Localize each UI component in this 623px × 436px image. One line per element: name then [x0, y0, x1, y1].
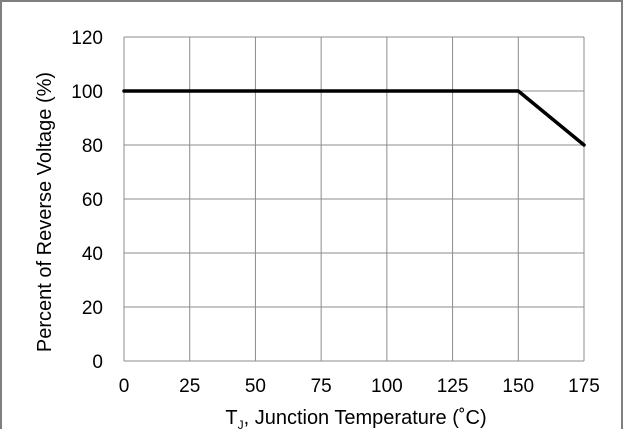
x-tick-label: 125 — [437, 376, 469, 397]
y-tick-label: 120 — [71, 28, 103, 49]
x-tick-labels: 0 25 50 75 100 125 150 175 — [119, 376, 600, 397]
x-axis-title-rest: , Junction Temperature (˚C) — [244, 407, 487, 429]
x-axis-title-subscript: J — [238, 418, 244, 431]
y-tick-label: 0 — [92, 352, 103, 373]
series-layer — [122, 89, 586, 147]
derating-line — [122, 89, 586, 147]
y-tick-label: 40 — [82, 244, 103, 265]
x-tick-label: 100 — [371, 376, 403, 397]
y-tick-label: 100 — [71, 82, 103, 103]
y-tick-label: 20 — [82, 298, 103, 319]
y-tick-label: 60 — [82, 190, 103, 211]
y-tick-labels: 0 20 40 60 80 100 120 — [71, 28, 103, 373]
x-tick-label: 0 — [119, 376, 130, 397]
x-axis-title-symbol: T — [225, 407, 237, 429]
x-tick-label: 75 — [311, 376, 332, 397]
y-tick-label: 80 — [82, 136, 103, 157]
grid-layer — [123, 36, 585, 362]
x-tick-label: 50 — [245, 376, 266, 397]
x-tick-label: 150 — [502, 376, 534, 397]
x-tick-label: 25 — [179, 376, 200, 397]
x-tick-label: 175 — [568, 376, 600, 397]
x-axis-title: TJ, Junction Temperature (˚C) — [225, 407, 486, 431]
y-axis-title: Percent of Reverse Voltage (%) — [34, 72, 56, 352]
